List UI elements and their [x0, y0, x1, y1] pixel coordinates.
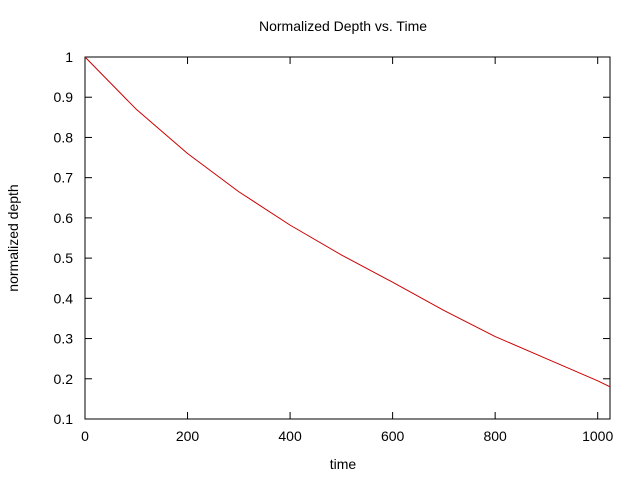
y-tick-label: 0.3: [54, 331, 74, 347]
x-tick-label: 1000: [582, 428, 613, 444]
y-tick-label: 0.2: [54, 371, 74, 387]
x-tick-label: 0: [81, 428, 89, 444]
x-tick-label: 200: [176, 428, 200, 444]
x-tick-label: 600: [381, 428, 405, 444]
series-line-0: [84, 56, 611, 388]
y-tick-label: 0.6: [54, 210, 74, 226]
y-tick-label: 1: [65, 49, 73, 65]
x-tick-label: 400: [278, 428, 302, 444]
y-axis-label: normalized depth: [5, 184, 21, 291]
y-tick-label: 0.5: [54, 250, 74, 266]
y-tick-label: 0.4: [54, 290, 74, 306]
tick-group: 0 200 400 600 800 1000 0.1 0.2 0.3 0.4 0.5 0.6 0.7 0.…: [54, 49, 614, 444]
plot-frame: [84, 56, 611, 420]
series-group: [84, 56, 611, 388]
y-tick-label: 0.1: [54, 411, 74, 427]
y-tick-label: 0.8: [54, 129, 74, 145]
x-axis-label: time: [330, 456, 357, 472]
y-tick-label: 0.9: [54, 89, 74, 105]
x-tick-label: 800: [483, 428, 507, 444]
chart-title: Normalized Depth vs. Time: [259, 18, 427, 34]
y-tick-label: 0.7: [54, 170, 74, 186]
